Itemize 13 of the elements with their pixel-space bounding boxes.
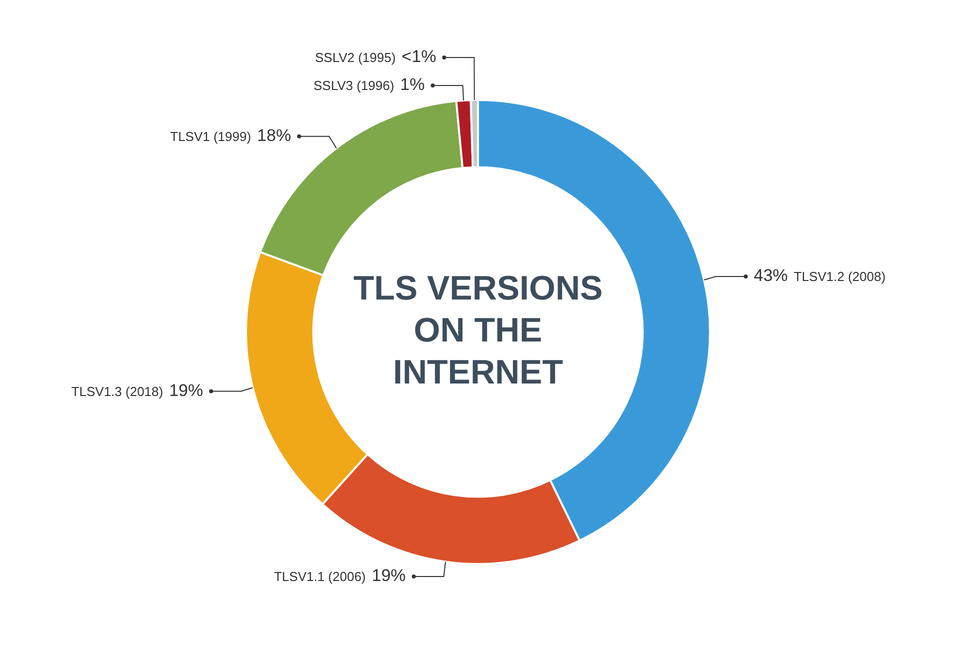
slice-label: SSLV2 (1995): [314, 50, 396, 66]
slice-label: TLSV1.3 (2018): [71, 384, 164, 399]
slice-label: TLSV1.1 (2006): [274, 569, 366, 584]
data-label: 19%: [169, 380, 204, 400]
text: TLS VERSIONS ON THE INTERNET: [353, 269, 603, 392]
slice-label: TLSV1 (1999): [170, 128, 252, 144]
data-label: 19%: [372, 566, 406, 586]
slice-label: TLSV1.2 (2008): [794, 269, 886, 284]
data-label: 43%: [754, 266, 788, 286]
data-label: 18%: [257, 126, 292, 146]
data-label: <1%: [402, 47, 436, 66]
data-label: 1%: [400, 75, 425, 94]
slice-label: SSLV3 (1996): [313, 78, 394, 94]
